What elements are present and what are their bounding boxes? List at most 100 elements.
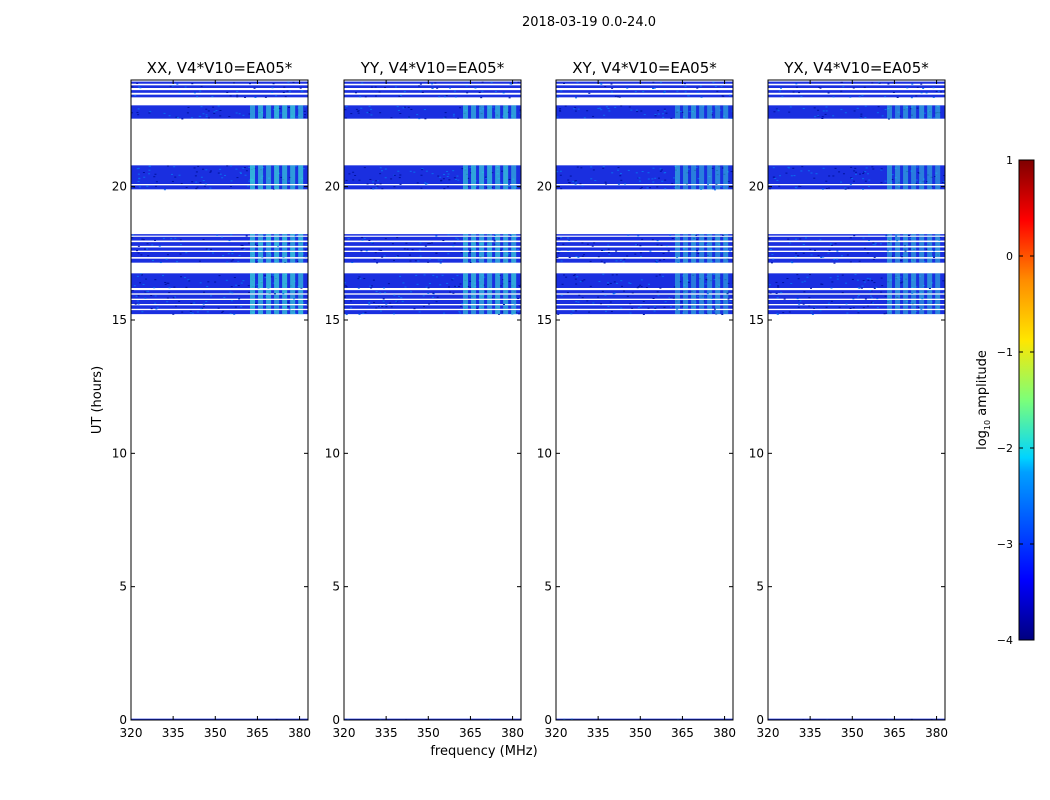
noise-speck [379, 112, 382, 114]
rfi-column [691, 310, 697, 315]
noise-speck [583, 254, 586, 256]
noise-speck [706, 279, 709, 281]
colorbar-tick-label: −3 [997, 538, 1013, 551]
noise-speck [179, 244, 182, 246]
noise-speck [475, 185, 478, 187]
noise-speck [916, 166, 919, 168]
noise-speck [851, 278, 854, 280]
noise-speck [518, 313, 521, 315]
noise-speck [139, 282, 142, 284]
noise-speck [387, 283, 390, 285]
noise-speck [773, 111, 776, 113]
noise-speck [431, 87, 434, 89]
noise-speck [778, 185, 781, 187]
noise-speck [372, 301, 375, 303]
noise-speck [858, 260, 861, 262]
rfi-column [274, 300, 280, 304]
noise-speck [131, 290, 134, 292]
noise-speck [407, 117, 410, 119]
noise-speck [640, 110, 643, 112]
noise-speck [480, 97, 483, 99]
noise-speck [607, 305, 610, 307]
noise-speck [368, 239, 371, 241]
noise-speck [575, 310, 578, 312]
noise-speck [886, 250, 889, 252]
noise-speck [611, 172, 614, 174]
noise-speck [692, 274, 695, 276]
noise-speck [884, 109, 887, 111]
noise-speck [370, 187, 373, 189]
noise-speck [831, 244, 834, 246]
noise-speck [443, 173, 446, 175]
noise-speck [840, 255, 843, 257]
noise-speck [419, 255, 422, 257]
noise-speck [713, 279, 716, 281]
noise-speck [787, 238, 790, 240]
noise-speck [673, 177, 676, 179]
noise-speck [793, 175, 796, 177]
noise-speck [509, 235, 512, 237]
rfi-column [723, 242, 729, 246]
noise-speck [306, 303, 308, 305]
noise-speck [936, 112, 939, 114]
noise-speck [655, 261, 658, 263]
rfi-column [919, 252, 925, 258]
noise-speck [789, 242, 792, 244]
noise-speck [904, 250, 907, 252]
noise-speck [775, 292, 778, 294]
noise-speck [431, 296, 434, 298]
noise-speck [393, 186, 396, 188]
noise-speck [581, 297, 584, 299]
noise-speck [853, 235, 856, 237]
y-tick-label: 15 [537, 313, 552, 327]
noise-speck [459, 312, 462, 314]
noise-speck [226, 92, 229, 94]
noise-speck [711, 110, 714, 112]
rfi-column [487, 234, 493, 236]
noise-speck [419, 90, 422, 92]
noise-speck [211, 252, 214, 254]
noise-speck [232, 82, 235, 84]
data-band [556, 252, 733, 258]
noise-speck [846, 254, 849, 256]
noise-speck [821, 116, 824, 118]
noise-speck [413, 171, 416, 173]
noise-speck [608, 110, 611, 112]
noise-speck [556, 96, 559, 98]
noise-speck [880, 182, 883, 184]
noise-speck [140, 273, 143, 275]
panel-frame [767, 79, 946, 721]
noise-speck [827, 92, 830, 94]
noise-speck [517, 81, 520, 83]
rfi-column [298, 234, 304, 236]
y-tick-label: 15 [112, 313, 127, 327]
noise-speck [137, 108, 140, 110]
noise-speck [194, 175, 197, 177]
noise-speck [603, 114, 606, 116]
noise-speck [379, 167, 382, 169]
noise-speck [380, 170, 383, 172]
noise-speck [864, 298, 867, 300]
noise-speck [820, 283, 823, 285]
rfi-column [511, 185, 517, 190]
noise-speck [383, 255, 386, 257]
noise-speck [405, 242, 408, 244]
noise-speck [180, 183, 183, 185]
noise-speck [563, 718, 566, 720]
noise-speck [436, 296, 439, 298]
noise-speck [663, 172, 666, 174]
noise-speck [873, 282, 876, 284]
noise-speck [838, 306, 841, 308]
data-band [131, 252, 308, 258]
noise-speck [133, 186, 136, 188]
rfi-column [487, 252, 493, 258]
noise-speck [697, 178, 700, 180]
rfi-column [282, 236, 288, 241]
rfi-column [935, 105, 941, 119]
noise-speck [730, 117, 733, 119]
noise-speck [921, 298, 924, 300]
noise-speck [427, 292, 430, 294]
noise-speck [572, 310, 575, 312]
noise-speck [840, 181, 843, 183]
rfi-column [298, 300, 304, 304]
